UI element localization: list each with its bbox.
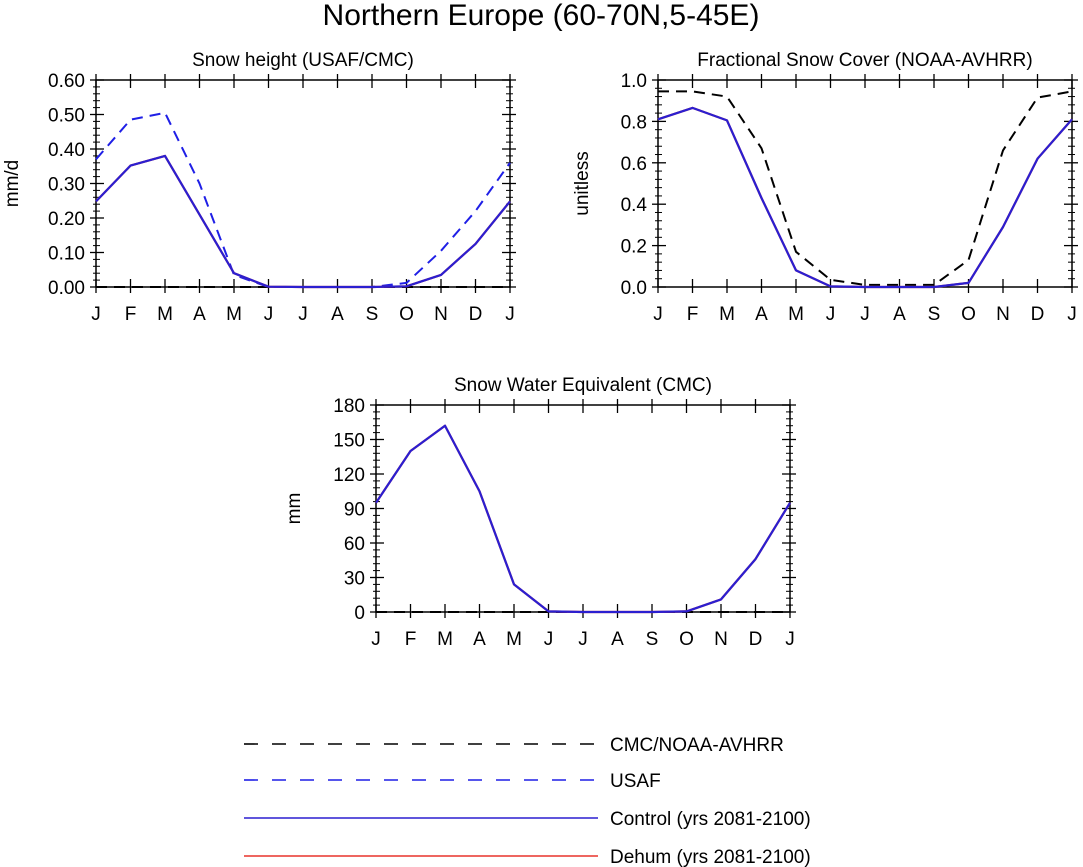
- x-tick-label: J: [826, 304, 836, 325]
- x-tick-label: J: [653, 304, 663, 325]
- y-tick-label: 0: [354, 603, 365, 624]
- x-tick-label: J: [91, 304, 101, 325]
- legend-label: Dehum (yrs 2081-2100): [610, 847, 811, 867]
- x-tick-label: D: [1031, 304, 1045, 325]
- x-tick-label: N: [714, 629, 728, 650]
- x-tick-label: D: [469, 304, 483, 325]
- y-tick-label: 0.2: [621, 237, 647, 258]
- x-tick-label: O: [961, 304, 976, 325]
- x-tick-label: M: [719, 304, 735, 325]
- y-tick-label: 120: [333, 465, 365, 486]
- x-tick-label: O: [679, 629, 694, 650]
- x-tick-label: A: [611, 629, 624, 650]
- x-tick-label: J: [860, 304, 870, 325]
- x-tick-label: S: [366, 304, 379, 325]
- y-tick-label: 0.4: [621, 195, 648, 216]
- series-line-dehum-yrs-2081-2100: [657, 106, 1073, 289]
- chart-title: Snow height (USAF/CMC): [192, 50, 414, 71]
- x-tick-label: J: [298, 304, 308, 325]
- y-axis-label: mm/d: [2, 160, 23, 208]
- series-line-control-yrs-2081-2100: [95, 154, 511, 289]
- x-tick-label: A: [473, 629, 486, 650]
- series-line-control-yrs-2081-2100: [375, 424, 791, 614]
- chart-snow-water-equivalent: Snow Water Equivalent (CMC) mm 0 30 60 90 120 1…: [284, 375, 796, 650]
- y-tick-label: 0.10: [48, 244, 85, 265]
- legend-label: Control (yrs 2081-2100): [610, 809, 811, 830]
- x-tick-label: A: [193, 304, 206, 325]
- x-tick-label: S: [646, 629, 659, 650]
- x-tick-label: O: [399, 304, 414, 325]
- y-tick-label: 30: [344, 569, 365, 590]
- x-tick-label: J: [578, 629, 588, 650]
- x-tick-label: J: [1067, 304, 1077, 325]
- y-tick-label: 0.50: [48, 106, 85, 127]
- chart-title: Fractional Snow Cover (NOAA-AVHRR): [697, 50, 1032, 71]
- x-tick-label: J: [371, 629, 381, 650]
- y-axis-label: unitless: [572, 151, 593, 215]
- y-tick-label: 0.8: [621, 112, 647, 133]
- y-tick-label: 0.0: [621, 278, 647, 299]
- x-tick-label: A: [893, 304, 906, 325]
- legend: CMC/NOAA-AVHRR USAF Control (yrs 2081-2100…: [244, 735, 811, 867]
- x-tick-label: N: [434, 304, 448, 325]
- x-tick-label: F: [687, 304, 699, 325]
- y-tick-label: 0.60: [48, 71, 85, 92]
- x-tick-label: M: [157, 304, 173, 325]
- x-tick-label: J: [785, 629, 795, 650]
- y-tick-label: 1.0: [621, 71, 647, 92]
- y-tick-label: 0.40: [48, 140, 85, 161]
- series-line-cmc-noaa-avhrr: [658, 90, 1073, 286]
- x-tick-label: M: [226, 304, 242, 325]
- plot-frame: [375, 404, 791, 613]
- x-tick-label: M: [437, 629, 453, 650]
- y-tick-label: 90: [344, 500, 365, 521]
- chart-fractional-snow-cover: Fractional Snow Cover (NOAA-AVHRR) unitle…: [572, 50, 1078, 325]
- x-tick-label: J: [264, 304, 274, 325]
- y-tick-label: 150: [333, 431, 365, 452]
- series-line-dehum-yrs-2081-2100: [375, 424, 791, 614]
- x-tick-label: F: [125, 304, 137, 325]
- x-tick-label: A: [755, 304, 768, 325]
- x-tick-label: S: [928, 304, 941, 325]
- y-tick-label: 0.20: [48, 209, 85, 230]
- y-tick-label: 60: [344, 534, 365, 555]
- x-tick-label: N: [996, 304, 1010, 325]
- legend-label: CMC/NOAA-AVHRR: [610, 735, 784, 756]
- figure-title: Northern Europe (60-70N,5-45E): [323, 0, 760, 32]
- x-tick-label: J: [505, 304, 515, 325]
- legend-label: USAF: [610, 771, 661, 792]
- chart-snow-height: Snow height (USAF/CMC) mm/d 0.00 0.10 0.20 0.…: [2, 50, 516, 325]
- y-axis-label: mm: [284, 493, 305, 525]
- x-tick-label: F: [405, 629, 417, 650]
- y-tick-label: 0.00: [48, 278, 85, 299]
- plot-frame: [95, 79, 511, 288]
- x-tick-label: J: [544, 629, 554, 650]
- series-line-usaf: [95, 111, 511, 288]
- x-tick-label: D: [749, 629, 763, 650]
- x-tick-label: M: [788, 304, 804, 325]
- chart-title: Snow Water Equivalent (CMC): [454, 375, 712, 396]
- y-tick-label: 180: [333, 396, 365, 417]
- x-tick-label: A: [331, 304, 344, 325]
- y-tick-label: 0.30: [48, 175, 85, 196]
- x-tick-label: M: [506, 629, 522, 650]
- y-tick-label: 0.6: [621, 154, 647, 175]
- plot-frame: [657, 79, 1073, 288]
- series-line-control-yrs-2081-2100: [657, 106, 1073, 289]
